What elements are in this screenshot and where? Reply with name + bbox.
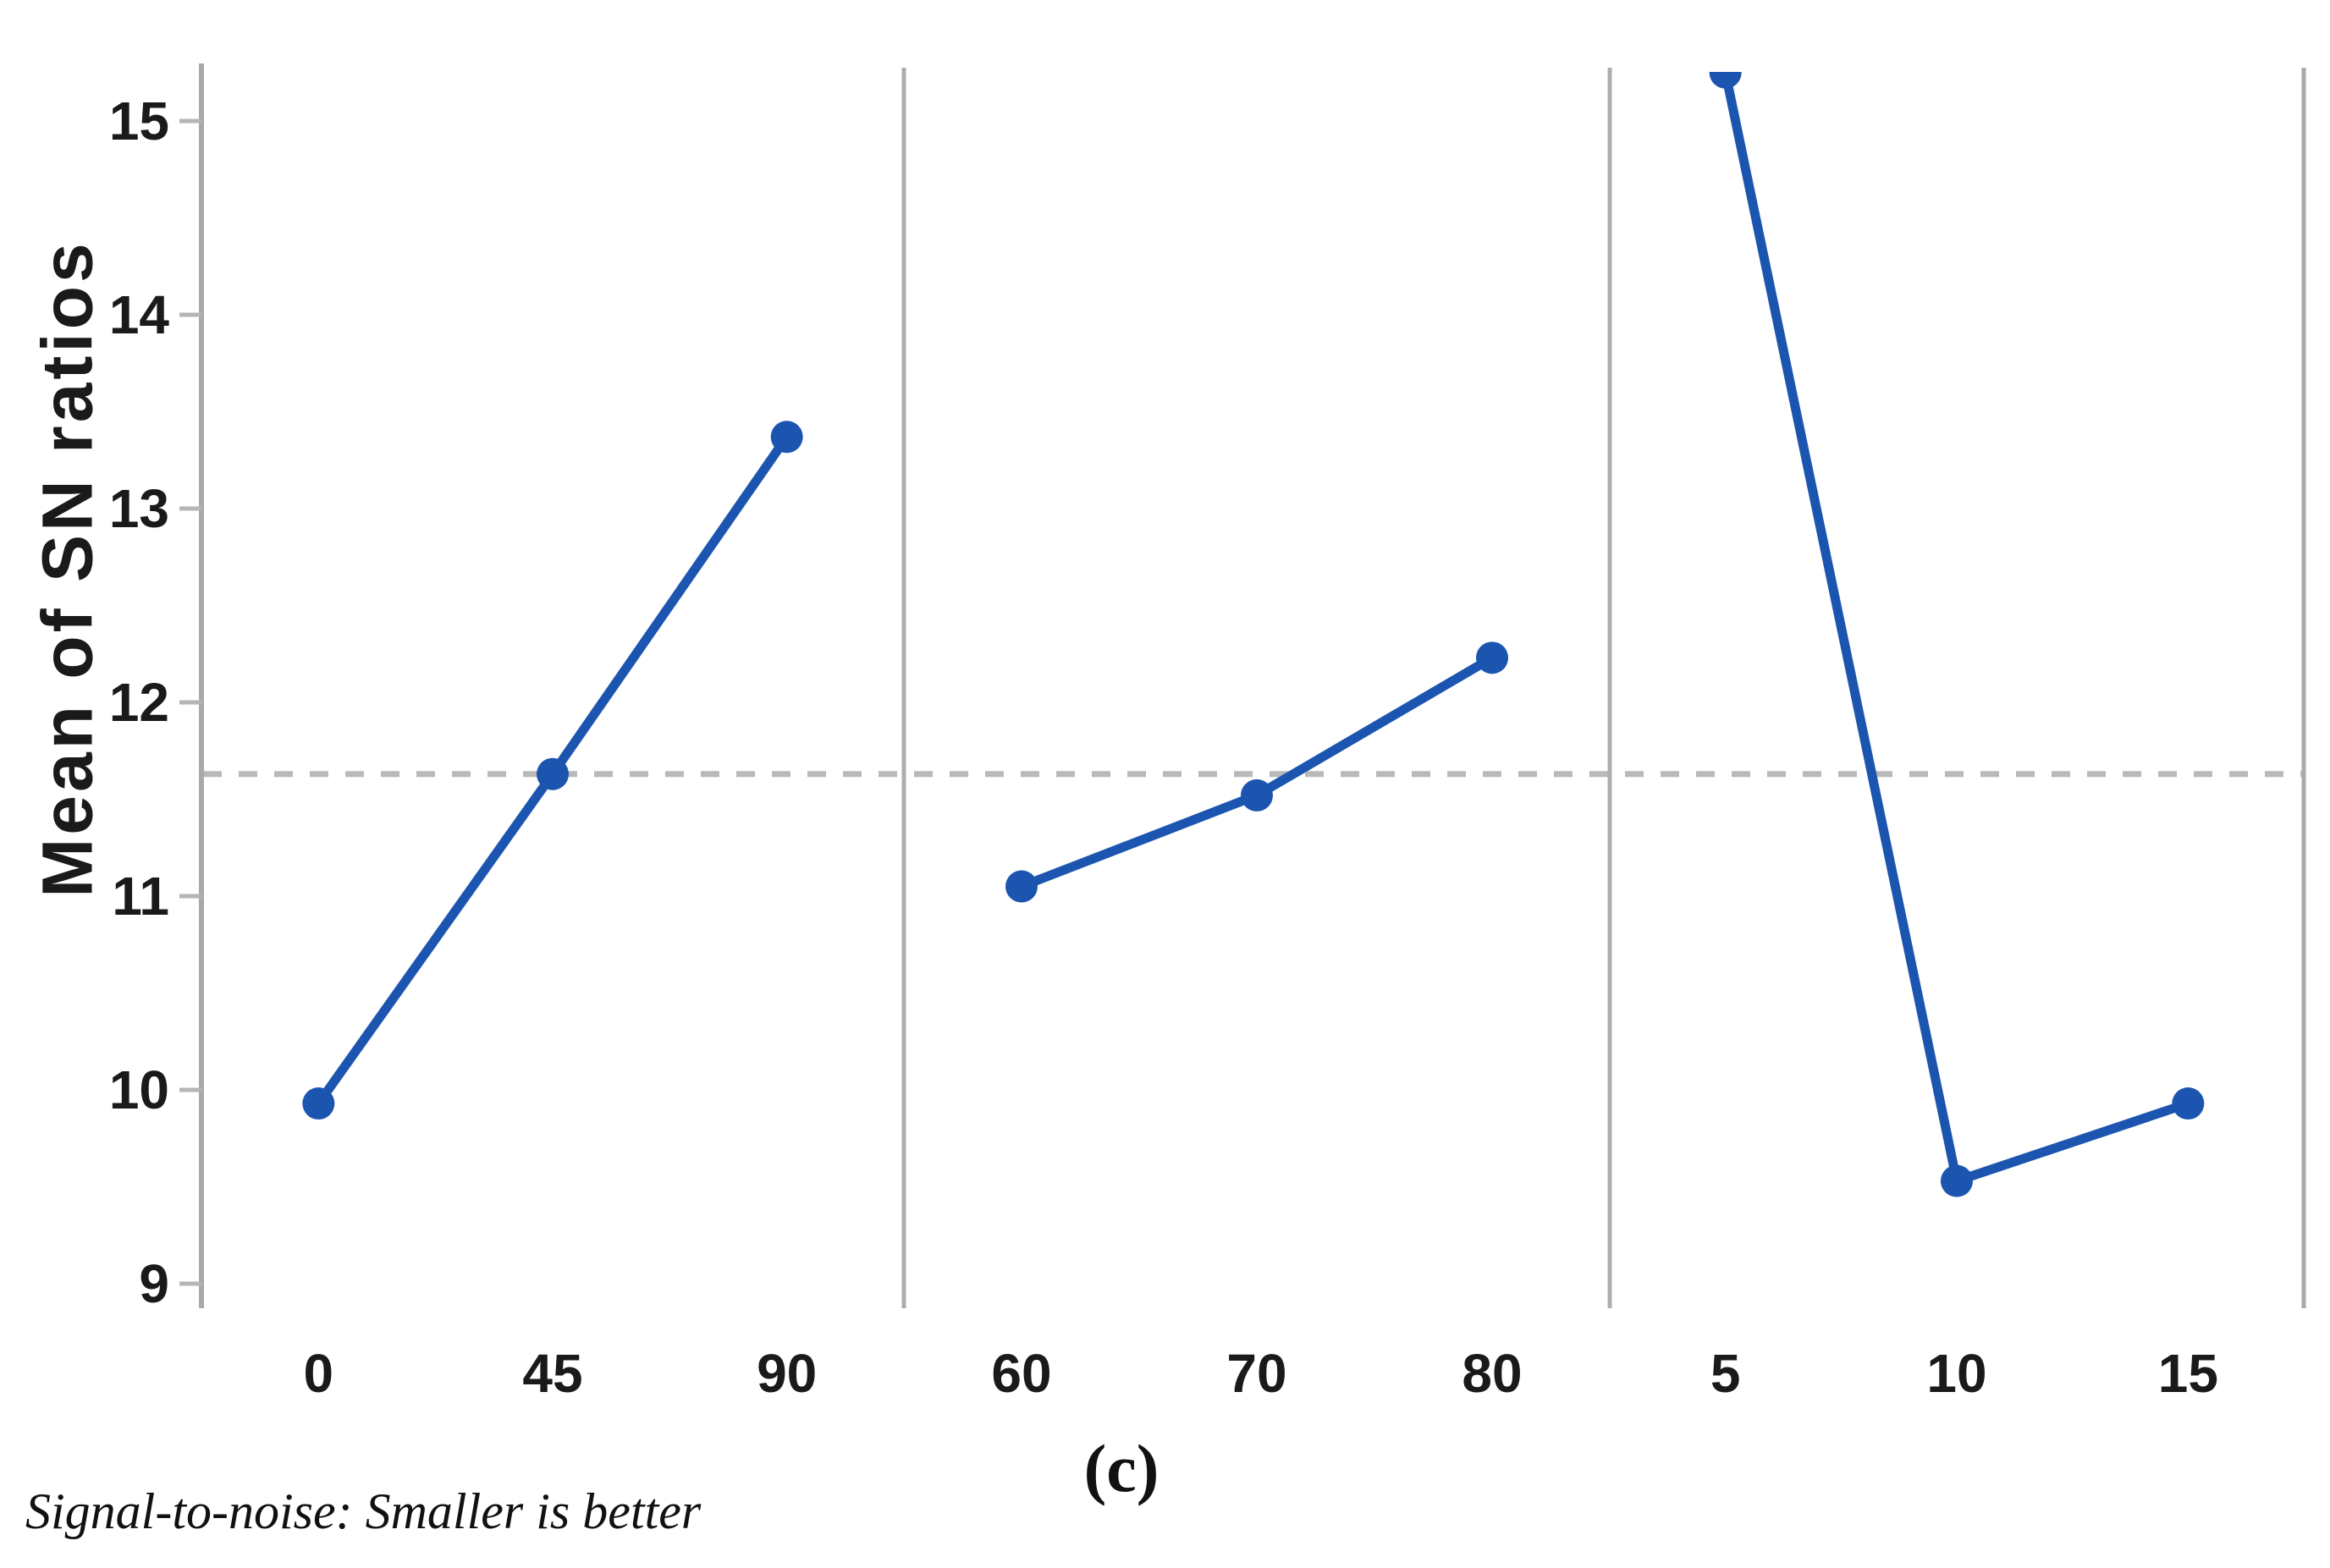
x-tick-label: 0	[304, 1343, 334, 1404]
data-point-marker	[1476, 641, 1508, 674]
x-tick-label: 60	[991, 1343, 1051, 1404]
y-tick-label: 15	[109, 91, 169, 151]
x-tick-label: 15	[2158, 1343, 2218, 1404]
data-point-marker	[302, 1087, 335, 1120]
series-line	[1721, 72, 2190, 1187]
data-point-marker	[1709, 72, 1742, 89]
y-tick-label: 13	[109, 478, 169, 539]
x-tick-label: 10	[1926, 1343, 1986, 1404]
data-point-marker	[770, 421, 803, 454]
series-group	[302, 72, 2205, 1197]
data-point-marker	[1241, 778, 1273, 812]
y-tick-label: 12	[109, 672, 169, 733]
y-tick-label: 10	[109, 1059, 169, 1120]
y-tick-label: 9	[139, 1253, 169, 1314]
x-tick-label: 70	[1226, 1343, 1286, 1404]
data-point-marker	[1005, 870, 1038, 903]
x-tick-label: 45	[522, 1343, 582, 1404]
signal-to-noise-footnote: Signal-to-noise: Smaller is better	[25, 1483, 702, 1539]
x-tick-label: 80	[1462, 1343, 1522, 1404]
subfigure-caption: (c)	[1083, 1432, 1159, 1507]
data-point-marker	[1941, 1164, 1973, 1197]
x-tick-label: 90	[757, 1343, 817, 1404]
y-tick-label: 14	[109, 284, 170, 345]
y-tick-label: 11	[112, 866, 169, 927]
data-point-marker	[537, 757, 569, 790]
x-tick-label: 5	[1710, 1343, 1741, 1404]
y-axis-title: Mean of SN ratios	[27, 239, 107, 898]
data-point-marker	[2172, 1087, 2205, 1120]
